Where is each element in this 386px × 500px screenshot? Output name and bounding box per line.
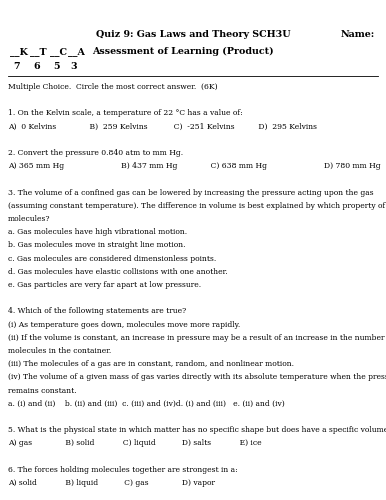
- Text: (iii) The molecules of a gas are in constant, random, and nonlinear motion.: (iii) The molecules of a gas are in cons…: [8, 360, 294, 368]
- Text: 3. The volume of a confined gas can be lowered by increasing the pressure acting: 3. The volume of a confined gas can be l…: [8, 188, 374, 196]
- Text: 3: 3: [71, 62, 77, 71]
- Text: A) gas              B) solid            C) liquid           D) salts            : A) gas B) solid C) liquid D) salts: [8, 440, 262, 448]
- Text: (iv) The volume of a given mass of gas varies directly with its absolute tempera: (iv) The volume of a given mass of gas v…: [8, 374, 386, 382]
- Text: 6. The forces holding molecules together are strongest in a:: 6. The forces holding molecules together…: [8, 466, 238, 474]
- Text: molecules in the container.: molecules in the container.: [8, 347, 111, 355]
- Text: Multiple Choice.  Circle the most correct answer.  (6K): Multiple Choice. Circle the most correct…: [8, 83, 218, 91]
- Text: molecules?: molecules?: [8, 215, 51, 223]
- Text: __A: __A: [68, 47, 85, 56]
- Text: (ii) If the volume is constant, an increase in pressure may be a result of an in: (ii) If the volume is constant, an incre…: [8, 334, 386, 342]
- Text: (assuming constant temperature). The difference in volume is best explained by w: (assuming constant temperature). The dif…: [8, 202, 386, 210]
- Text: 1. On the Kelvin scale, a temperature of 22 °C has a value of:: 1. On the Kelvin scale, a temperature of…: [8, 110, 243, 118]
- Text: a. (i) and (ii)    b. (ii) and (iii)  c. (iii) and (iv)d. (i) and (iii)   e. (ii: a. (i) and (ii) b. (ii) and (iii) c. (ii…: [8, 400, 285, 408]
- Text: Quiz 9: Gas Laws and Theory SCH3U: Quiz 9: Gas Laws and Theory SCH3U: [96, 30, 290, 39]
- Text: c. Gas molecules are considered dimensionless points.: c. Gas molecules are considered dimensio…: [8, 254, 216, 262]
- Text: (i) As temperature goes down, molecules move more rapidly.: (i) As temperature goes down, molecules …: [8, 320, 240, 328]
- Text: A) 365 mm Hg                        B) 437 mm Hg              C) 638 mm Hg      : A) 365 mm Hg B) 437 mm Hg C) 638 mm Hg: [8, 162, 381, 170]
- Text: __K: __K: [10, 47, 28, 56]
- Text: 5: 5: [53, 62, 59, 71]
- Text: 6: 6: [34, 62, 40, 71]
- Text: Assessment of Learning (Product): Assessment of Learning (Product): [92, 47, 274, 56]
- Text: 4. Which of the following statements are true?: 4. Which of the following statements are…: [8, 308, 186, 316]
- Text: A) solid            B) liquid           C) gas              D) vapor: A) solid B) liquid C) gas D) vapor: [8, 479, 215, 487]
- Text: 7: 7: [14, 62, 20, 71]
- Text: 2. Convert the pressure 0.840 atm to mm Hg.: 2. Convert the pressure 0.840 atm to mm …: [8, 149, 183, 157]
- Text: e. Gas particles are very far apart at low pressure.: e. Gas particles are very far apart at l…: [8, 281, 201, 289]
- Text: remains constant.: remains constant.: [8, 386, 77, 394]
- Text: Name:: Name:: [341, 30, 375, 39]
- Text: b. Gas molecules move in straight line motion.: b. Gas molecules move in straight line m…: [8, 242, 186, 250]
- Text: A)  0 Kelvins              B)  259 Kelvins           C)  -251 Kelvins          D: A) 0 Kelvins B) 259 Kelvins C) -251 Kelv…: [8, 122, 317, 130]
- Text: 5. What is the physical state in which matter has no specific shape but does hav: 5. What is the physical state in which m…: [8, 426, 386, 434]
- Text: a. Gas molecules have high vibrational motion.: a. Gas molecules have high vibrational m…: [8, 228, 187, 236]
- Text: d. Gas molecules have elastic collisions with one another.: d. Gas molecules have elastic collisions…: [8, 268, 228, 276]
- Text: __T: __T: [30, 47, 47, 56]
- Text: __C: __C: [50, 47, 67, 56]
